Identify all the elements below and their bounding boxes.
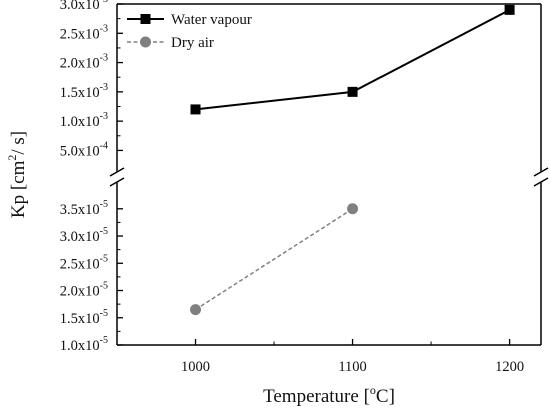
axis-break-mark [109, 167, 125, 177]
y-tick-label: 3.5x10-5 [60, 199, 108, 218]
y-tick-label: 5.0x10-4 [60, 140, 108, 159]
y-tick-label: 3.0x10-5 [60, 226, 108, 245]
y-tick-label: 2.5x10-5 [60, 253, 108, 272]
y-tick-label: 1.5x10-5 [60, 308, 108, 327]
y-tick-label: 2.0x10-3 [60, 53, 108, 72]
x-axis-title: Temperature [oC] [263, 383, 395, 407]
series-layer [190, 4, 515, 316]
ticks: 5.0x10-4 1.0x10-3 1.5x10-3 2.0x10-3 2.5x10-3… [60, 0, 524, 375]
data-point [347, 203, 359, 215]
data-point [347, 86, 358, 97]
series-line [195, 208, 354, 311]
x-tick-label: 1100 [338, 359, 366, 375]
data-point [190, 104, 201, 115]
y-tick-label: 2.5x10-3 [60, 23, 108, 42]
y-tick-label: 3.0x10-3 [60, 0, 108, 13]
y-axis-title: Kp [cm2/ s] [5, 131, 29, 218]
legend: Water vapour Dry air [127, 12, 252, 51]
axes [109, 3, 549, 346]
data-point [504, 4, 515, 15]
y-tick-label: 1.5x10-3 [60, 82, 108, 101]
axis-break-mark [109, 177, 125, 187]
x-tick-label: 1000 [181, 359, 210, 375]
axis-break-mark [533, 177, 549, 187]
y-tick-label: 1.0x10-5 [60, 335, 108, 354]
legend-label: Dry air [171, 35, 214, 51]
data-point [190, 304, 202, 316]
legend-marker [140, 36, 151, 48]
x-tick-label: 1200 [495, 359, 524, 375]
y-tick-label: 1.0x10-3 [60, 111, 108, 130]
y-tick-label: 2.0x10-5 [60, 281, 108, 300]
axis-break-mark [533, 167, 549, 177]
axis-break-gap [538, 172, 544, 182]
legend-marker [140, 14, 151, 24]
legend-label: Water vapour [171, 12, 252, 28]
